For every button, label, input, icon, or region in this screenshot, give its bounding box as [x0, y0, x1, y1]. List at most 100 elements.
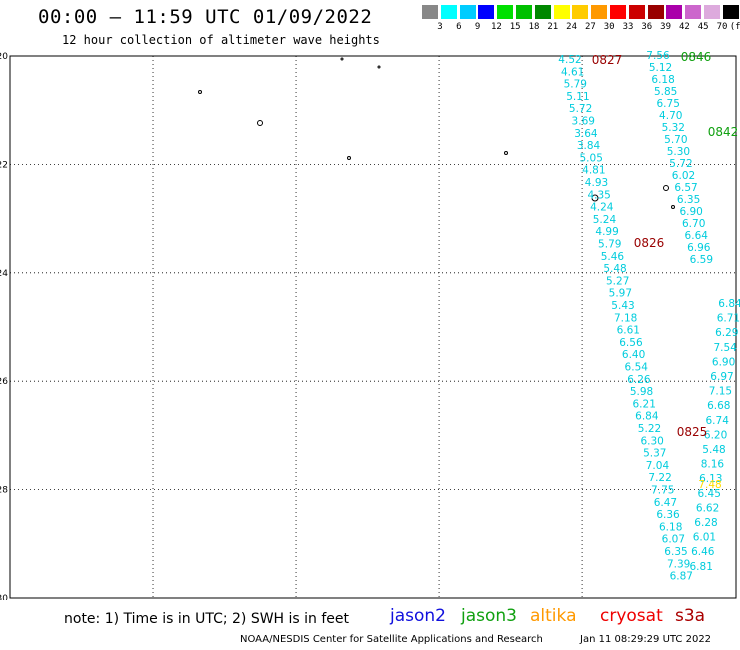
colorbar-swatch	[478, 5, 495, 19]
colorbar-tick-label: 6	[456, 22, 462, 32]
swh-value-label: 5.11	[566, 91, 589, 103]
colorbar-swatch	[685, 5, 702, 19]
swh-value-label: 6.57	[674, 182, 697, 194]
swh-value-label: 5.24	[593, 214, 617, 226]
swh-value-label: 6.01	[693, 532, 716, 544]
colorbar-tick-label: 21	[547, 22, 559, 32]
swh-value-label: 6.46	[691, 546, 715, 558]
colorbar-tick-label: 15	[509, 22, 521, 32]
swh-value-label: 6.71	[717, 313, 740, 325]
y-tick-label: -22	[0, 160, 8, 170]
pass-time-label: 0846	[681, 50, 712, 64]
satellite-label-cryosat: cryosat	[600, 606, 663, 626]
highlight-value-label: 7.48	[698, 479, 721, 491]
swh-value-label: 6.02	[672, 170, 695, 182]
colorbar-swatch	[628, 5, 645, 19]
wave-height-chart: -165-162-159-156-153-15-20-22-24-26-28-3…	[0, 50, 740, 600]
swh-value-label: 5.85	[654, 86, 677, 98]
swh-value-label: 5.12	[649, 62, 672, 74]
satellite-label-jason2: jason2	[390, 606, 446, 626]
pass-time-label: 0826	[634, 236, 665, 250]
swh-value-label: 7.04	[646, 460, 670, 472]
swh-value-label: 7.56	[646, 50, 670, 62]
y-tick-label: -30	[0, 594, 8, 600]
swh-value-label: 4.52	[558, 54, 581, 66]
swh-value-label: 6.90	[679, 206, 702, 218]
colorbar-tick-label: 18	[528, 22, 540, 32]
units-note: note: 1) Time is in UTC; 2) SWH is in fe…	[64, 611, 350, 627]
chart-subtitle: 12 hour collection of altimeter wave hei…	[62, 33, 380, 47]
y-tick-label: -26	[0, 377, 8, 387]
island-outline	[671, 205, 675, 209]
swh-value-label: 4.61	[561, 66, 584, 78]
y-tick-label: -20	[0, 52, 8, 62]
swh-value-label: 6.90	[712, 356, 735, 368]
colorbar-swatch	[704, 5, 720, 19]
swh-value-label: 6.29	[715, 327, 738, 339]
colorbar-tick-label: 39	[660, 22, 672, 32]
swh-value-label: 5.72	[569, 103, 592, 115]
swh-value-label: 5.72	[669, 158, 692, 170]
swh-value-label: 6.96	[687, 242, 711, 254]
swh-value-label: 6.56	[619, 337, 643, 349]
island-outline	[504, 151, 508, 155]
swh-value-label: 6.87	[670, 571, 693, 583]
swh-value-label: 6.70	[682, 218, 705, 230]
island-outline	[663, 185, 669, 191]
swh-value-label: 4.35	[587, 189, 610, 201]
satellite-label-jason3: jason3	[461, 606, 517, 626]
swh-value-label: 6.28	[694, 517, 717, 529]
swh-value-label: 5.48	[702, 444, 725, 456]
colorbar-tick-label: 9	[474, 22, 481, 32]
island-outline	[377, 65, 381, 69]
colorbar-swatch	[647, 5, 664, 19]
swh-value-label: 6.36	[656, 509, 680, 521]
swh-value-label: 6.47	[654, 497, 677, 509]
swh-value-label: 7.22	[648, 472, 671, 484]
swh-value-label: 6.64	[685, 230, 709, 242]
island-outline	[347, 156, 351, 160]
colorbar-unit-label: (ft)	[729, 22, 740, 32]
swh-value-label: 6.54	[625, 362, 649, 374]
swh-value-label: 4.70	[659, 110, 682, 122]
colorbar-swatch	[666, 5, 683, 19]
colorbar-tick-label: 70	[716, 22, 728, 32]
colorbar-tick-label: 42	[678, 22, 690, 32]
swh-value-label: 5.43	[611, 300, 634, 312]
swh-value-label: 3.69	[572, 116, 595, 128]
swh-value-label: 4.24	[590, 202, 614, 214]
colorbar-swatch	[610, 5, 626, 19]
swh-value-label: 6.18	[651, 74, 674, 86]
colorbar-swatch	[459, 5, 476, 19]
swh-value-label: 6.21	[633, 398, 656, 410]
pass-time-label: 0842	[708, 125, 739, 139]
swh-value-label: 6.84	[718, 298, 740, 310]
swh-value-label: 6.68	[707, 400, 730, 412]
island-outline	[257, 120, 263, 126]
swh-value-label: 7.54	[714, 342, 738, 354]
swh-value-label: 3.64	[574, 128, 598, 140]
colorbar-tick-label: 36	[641, 22, 653, 32]
colorbar-tick-label: 12	[490, 22, 502, 32]
island-outline	[591, 194, 599, 202]
colorbar-swatch	[591, 5, 608, 19]
satellite-label-s3a: s3a	[675, 606, 706, 626]
swh-value-label: 5.37	[643, 448, 666, 460]
colorbar-tick-label: 33	[622, 22, 634, 32]
colorbar-swatch	[534, 5, 551, 19]
swh-value-label: 6.26	[627, 374, 651, 386]
swh-value-label: 4.81	[582, 165, 605, 177]
swh-value-label: 6.74	[706, 415, 730, 427]
swh-value-label: 6.62	[696, 502, 719, 514]
swh-value-label: 4.99	[595, 226, 618, 238]
swh-value-label: 5.32	[662, 122, 685, 134]
swh-value-label: 7.15	[709, 386, 732, 398]
colorbar-tick-label: 27	[584, 22, 596, 32]
swh-value-label: 7.18	[614, 312, 637, 324]
colorbar-tick-label: 24	[566, 22, 578, 32]
colorbar-swatch	[422, 5, 438, 19]
y-tick-label: -28	[0, 486, 8, 496]
pass-time-label: 0825	[677, 425, 708, 439]
swh-value-label: 6.81	[690, 561, 713, 573]
swh-value-label: 4.93	[585, 177, 608, 189]
